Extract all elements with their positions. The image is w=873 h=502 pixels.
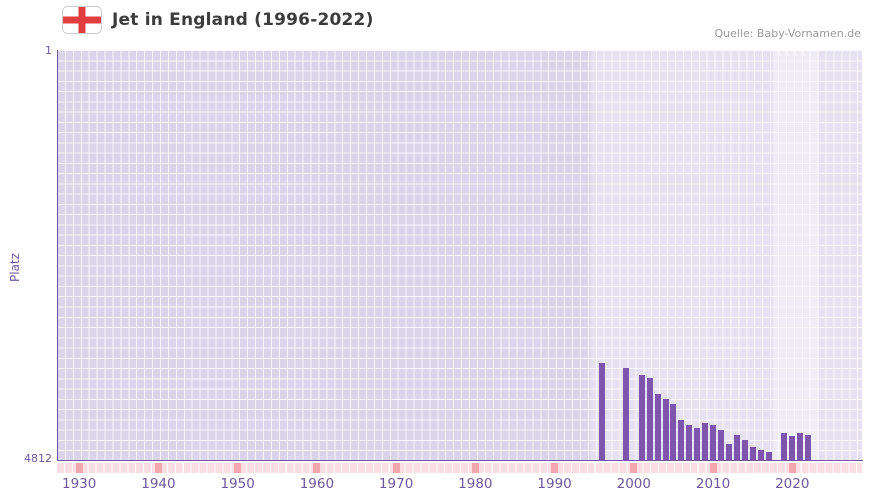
bar-2013 <box>733 434 740 460</box>
decade-marker <box>630 463 638 473</box>
decade-marker <box>392 463 400 473</box>
x-tick-label: 1950 <box>220 476 255 492</box>
highlight-band <box>591 50 862 460</box>
england-flag-icon <box>62 6 102 34</box>
bar-2010 <box>710 424 717 460</box>
bar-2007 <box>686 424 693 460</box>
x-axis-line <box>57 460 863 461</box>
bar-1999 <box>622 367 629 460</box>
bar-2003 <box>654 394 661 460</box>
bar-2006 <box>678 419 685 460</box>
bar-2004 <box>662 399 669 460</box>
bar-2002 <box>646 377 653 460</box>
bar-2020 <box>789 435 796 460</box>
decade-marker <box>75 463 83 473</box>
x-tick-label: 1970 <box>378 476 414 492</box>
bar-2016 <box>757 450 764 460</box>
bar-2011 <box>717 430 724 460</box>
decade-marker <box>471 463 479 473</box>
decade-strip <box>57 463 862 473</box>
x-tick-label: 1980 <box>458 476 493 492</box>
y-tick-bottom: 4812 <box>24 452 52 465</box>
y-tick-top: 1 <box>45 44 52 57</box>
bar-2017 <box>765 452 772 460</box>
bar-2012 <box>725 444 732 460</box>
y-axis-line <box>57 50 58 461</box>
source-label: Quelle: Baby-Vornamen.de <box>714 27 861 40</box>
x-tick-label: 1960 <box>299 476 335 492</box>
bar-2014 <box>741 440 748 460</box>
st-george-cross <box>62 6 102 34</box>
decade-marker <box>551 463 559 473</box>
y-axis-title: Platz <box>8 253 22 282</box>
chart-title: Jet in England (1996-2022) <box>112 10 374 30</box>
bar-2022 <box>805 434 812 460</box>
bar-2009 <box>702 422 709 460</box>
decade-marker <box>313 463 321 473</box>
bar-2008 <box>694 428 701 460</box>
x-tick-label: 1930 <box>61 476 97 492</box>
plot-area <box>57 50 862 460</box>
decade-marker <box>788 463 796 473</box>
x-tick-label: 2020 <box>775 476 810 492</box>
bar-2005 <box>670 404 677 460</box>
decade-marker <box>154 463 162 473</box>
bar-2015 <box>749 447 756 460</box>
decade-marker <box>234 463 242 473</box>
x-tick-label: 2000 <box>616 476 651 492</box>
bar-2019 <box>781 432 788 460</box>
bar-1996 <box>599 362 606 460</box>
x-tick-label: 2010 <box>695 476 731 492</box>
x-axis-ticks: 1930 1940 1950 1960 1970 1980 1990 2000 2010 2020 <box>57 476 862 498</box>
x-tick-label: 1990 <box>537 476 572 492</box>
bar-2021 <box>797 433 804 460</box>
decade-marker <box>709 463 717 473</box>
bar-2001 <box>638 374 645 460</box>
x-tick-label: 1940 <box>141 476 176 492</box>
highlight-band <box>773 50 820 460</box>
